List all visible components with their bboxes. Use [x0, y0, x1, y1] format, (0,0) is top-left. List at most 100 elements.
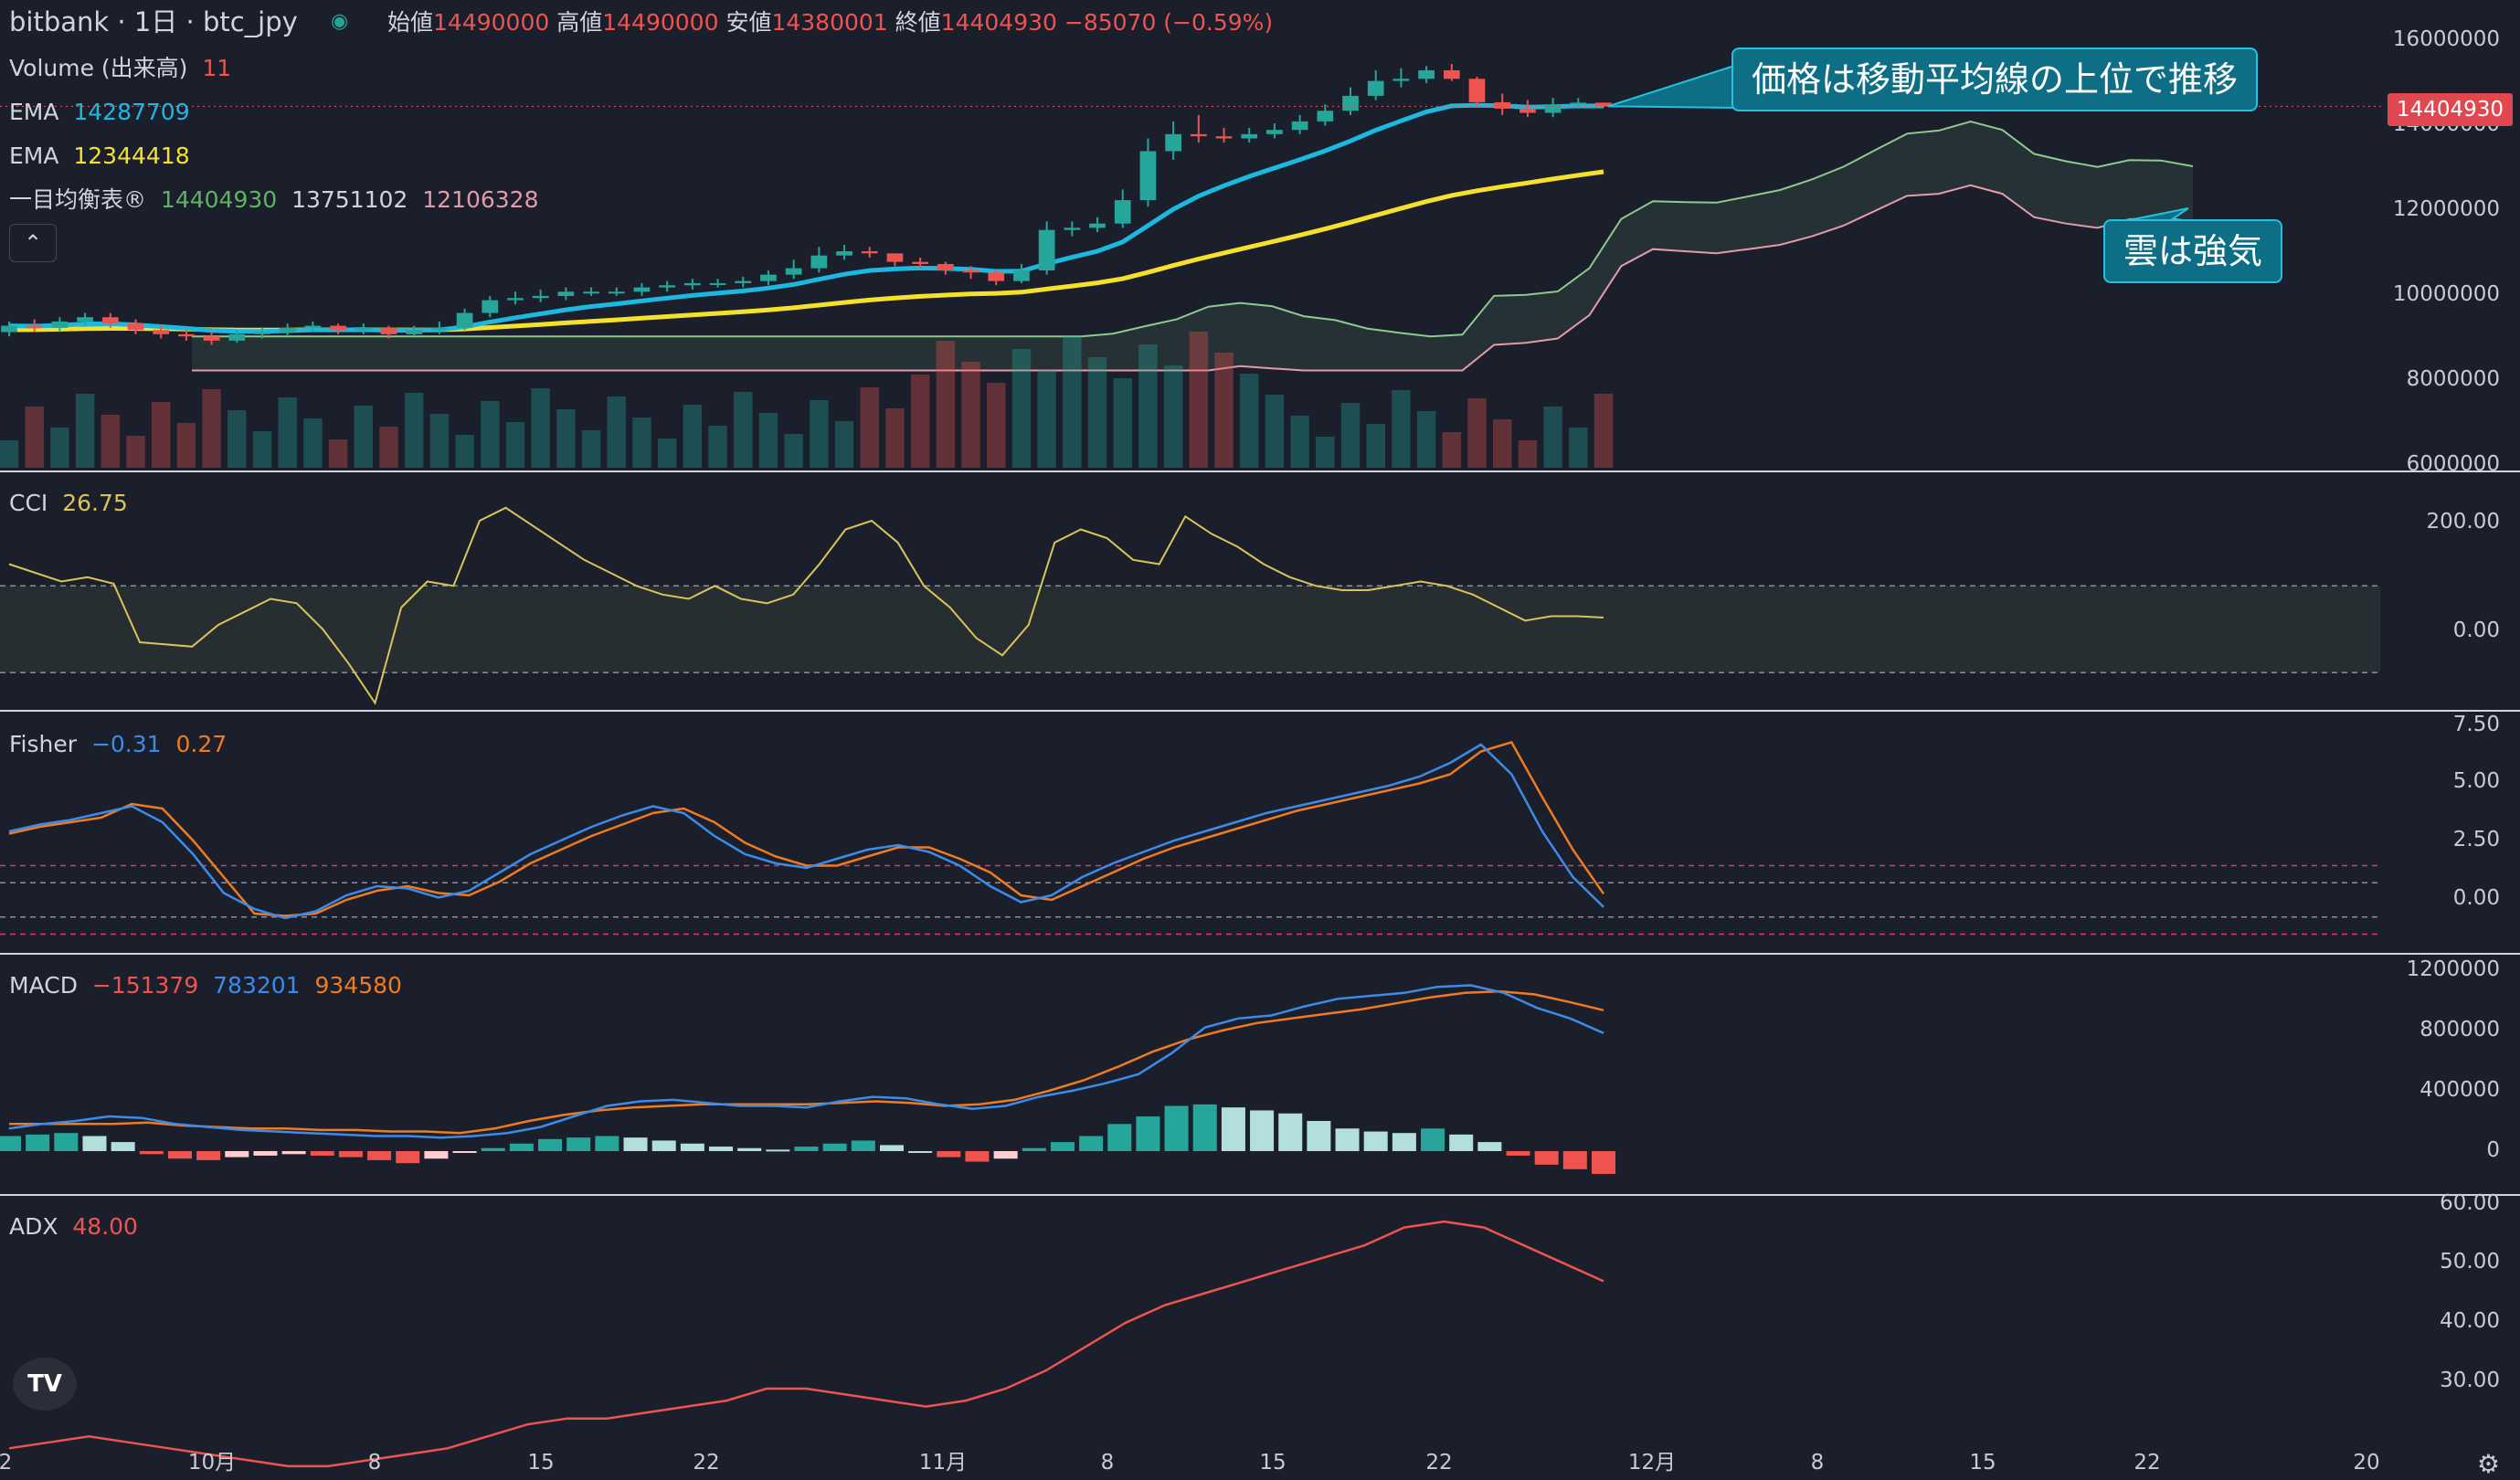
pane-separator[interactable] [0, 710, 2520, 712]
cci-legend[interactable]: CCI 26.75 [9, 492, 128, 514]
fisher-axis-tick[interactable]: 7.50 [2452, 713, 2500, 736]
time-axis-tick[interactable]: 8 [367, 1451, 382, 1475]
time-axis-tick[interactable]: 15 [527, 1451, 555, 1475]
macd-histogram-bar [1250, 1110, 1275, 1151]
time-axis-tick[interactable]: 22 [693, 1451, 720, 1475]
macd-axis-tick[interactable]: 800000 [2419, 1018, 2500, 1041]
macd-histogram-bar [396, 1151, 420, 1164]
price-axis-tick[interactable]: 8000000 [2406, 367, 2500, 391]
collapse-legend-button[interactable]: ⌃ [9, 224, 57, 262]
macd-axis-tick[interactable]: 0 [2486, 1138, 2500, 1162]
macd-histogram-bar [1363, 1131, 1388, 1151]
macd-histogram-bar [1022, 1147, 1046, 1151]
last-price-tag: 14404930 [2387, 93, 2513, 126]
volume-bar [1442, 432, 1462, 468]
volume-bar [581, 430, 601, 468]
time-axis-tick[interactable]: 15 [1969, 1451, 1996, 1475]
adx-axis-tick[interactable]: 40.00 [2440, 1309, 2500, 1333]
fisher-axis-tick[interactable]: 0.00 [2452, 886, 2500, 910]
candle-body [355, 327, 372, 331]
volume-bar [1290, 416, 1309, 468]
price-axis-tick[interactable]: 12000000 [2392, 197, 2500, 221]
tradingview-logo-icon[interactable]: TV [13, 1358, 77, 1411]
time-axis-tick[interactable]: 12月 [1627, 1451, 1677, 1475]
pane-separator[interactable] [0, 953, 2520, 955]
time-axis-tick[interactable]: 22 [2134, 1451, 2161, 1475]
candle-body [1038, 229, 1055, 270]
time-axis-tick[interactable]: 8 [1810, 1451, 1825, 1475]
candle-body [330, 325, 346, 331]
ichimoku-legend[interactable]: 一目均衡表® 14404930 13751102 12106328 [9, 188, 538, 211]
fisher-axis-tick[interactable]: 2.50 [2452, 828, 2500, 851]
time-axis-tick[interactable]: 20 [2353, 1451, 2380, 1475]
time-axis-tick[interactable]: 11月 [918, 1451, 968, 1475]
time-axis-tick[interactable]: 22 [1425, 1451, 1453, 1475]
candle-body [557, 291, 575, 296]
macd-legend[interactable]: MACD −151379 783201 934580 [9, 974, 402, 997]
annotation-cloud-bullish[interactable]: 雲は強気 [2103, 219, 2283, 283]
adx-axis-tick[interactable]: 50.00 [2440, 1250, 2500, 1274]
volume-bar [228, 410, 247, 468]
macd-histogram-bar [338, 1151, 363, 1158]
macd-histogram-bar [424, 1151, 449, 1159]
price-axis-tick[interactable]: 10000000 [2392, 282, 2500, 306]
volume-bar [1037, 370, 1056, 468]
cci-axis-tick[interactable]: 0.00 [2452, 618, 2500, 642]
ema-fast-legend[interactable]: EMA 14287709 [9, 100, 190, 123]
volume-label: Volume (出来高) [9, 55, 188, 81]
settings-gear-icon[interactable]: ⚙ [2476, 1449, 2500, 1479]
macd-histogram-bar [1050, 1142, 1075, 1151]
time-axis-tick[interactable]: 2 [0, 1451, 13, 1475]
low-label: 安値 [725, 9, 772, 36]
fisher-axis-tick[interactable]: 5.00 [2452, 769, 2500, 793]
volume-bar [758, 413, 778, 468]
time-axis-tick[interactable]: 15 [1259, 1451, 1286, 1475]
adx-axis-tick[interactable]: 30.00 [2440, 1369, 2500, 1392]
macd-histogram-bar [82, 1136, 107, 1151]
volume-bar [455, 435, 474, 468]
volume-bar [1416, 411, 1436, 468]
volume-bar [101, 415, 121, 468]
price-axis-tick[interactable]: 16000000 [2392, 27, 2500, 51]
macd-histogram-bar [1192, 1104, 1217, 1151]
fisher-legend[interactable]: Fisher −0.31 0.27 [9, 733, 227, 756]
candle-body [1114, 200, 1131, 224]
price-axis-tick[interactable]: 6000000 [2406, 452, 2500, 476]
candle-body [1519, 108, 1536, 113]
volume-legend[interactable]: Volume (出来高) 11 [9, 57, 231, 79]
volume-bar [834, 421, 854, 468]
candle-body [1291, 121, 1308, 131]
macd-axis-tick[interactable]: 400000 [2419, 1078, 2500, 1102]
volume-bar [50, 428, 69, 468]
macd-histogram-bar [908, 1151, 933, 1153]
adx-axis-tick[interactable]: 60.00 [2440, 1191, 2500, 1215]
candle-body [1165, 133, 1181, 152]
annotation-price-above-ma[interactable]: 価格は移動平均線の上位で推移 [1731, 48, 2259, 111]
candle-body [810, 255, 828, 269]
pane-separator[interactable] [0, 470, 2520, 472]
macd-axis-tick[interactable]: 1200000 [2406, 957, 2500, 981]
ichimoku-value-1: 14404930 [160, 186, 278, 213]
ema-slow-legend[interactable]: EMA 12344418 [9, 144, 190, 167]
pane-separator[interactable] [0, 1194, 2520, 1196]
time-axis-tick[interactable]: 8 [1100, 1451, 1115, 1475]
ema-fast-label: EMA [9, 99, 59, 125]
volume-bar [708, 426, 727, 468]
fisher-value: −0.31 [90, 731, 162, 757]
fisher-trigger-value: 0.27 [175, 731, 228, 757]
candle-body [659, 285, 676, 288]
macd-histogram-bar [1278, 1113, 1303, 1151]
time-axis-tick[interactable]: 10月 [187, 1451, 237, 1475]
candle-body [1266, 130, 1283, 134]
candle-body [101, 317, 119, 324]
symbol-title[interactable]: bitbank · 1日 · btc_jpy [9, 6, 298, 37]
ichimoku-label: 一目均衡表® [9, 186, 147, 213]
adx-legend[interactable]: ADX 48.00 [9, 1215, 138, 1238]
candle-body [1468, 79, 1486, 102]
cci-axis-tick[interactable]: 200.00 [2426, 510, 2500, 534]
macd-histogram-bar [1107, 1124, 1132, 1151]
open-value: 14490000 [433, 9, 550, 36]
macd-histogram-bar [822, 1143, 847, 1151]
cloud-span-a-line [192, 120, 2194, 338]
